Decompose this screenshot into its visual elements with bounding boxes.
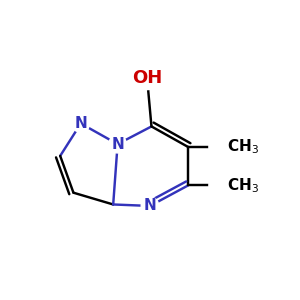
Text: OH: OH bbox=[132, 69, 162, 87]
Circle shape bbox=[109, 135, 126, 153]
Text: CH$_3$: CH$_3$ bbox=[226, 176, 259, 195]
Text: N: N bbox=[74, 116, 87, 131]
Circle shape bbox=[209, 169, 241, 202]
Text: N: N bbox=[144, 198, 156, 213]
Circle shape bbox=[135, 66, 159, 90]
Circle shape bbox=[72, 115, 90, 132]
Text: CH$_3$: CH$_3$ bbox=[226, 138, 259, 156]
Circle shape bbox=[209, 131, 241, 163]
Circle shape bbox=[141, 197, 159, 215]
Text: N: N bbox=[111, 136, 124, 152]
